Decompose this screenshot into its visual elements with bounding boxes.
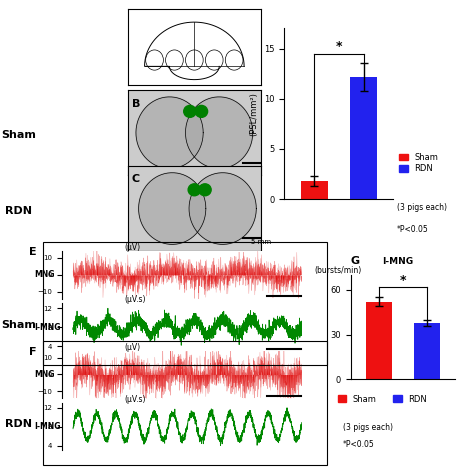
Text: E: E (29, 247, 36, 257)
Polygon shape (185, 97, 253, 169)
Polygon shape (136, 97, 203, 169)
Text: C: C (132, 174, 140, 184)
Circle shape (199, 184, 211, 196)
Text: *: * (400, 274, 406, 287)
Y-axis label: (PSL/mm²): (PSL/mm²) (250, 92, 259, 136)
Circle shape (188, 184, 201, 196)
Bar (350, 77, 377, 199)
Text: I-MNG: I-MNG (382, 257, 413, 266)
Text: RDN: RDN (6, 419, 32, 429)
Text: *: * (336, 39, 342, 53)
Text: (μV.s): (μV.s) (124, 295, 146, 304)
Bar (366, 302, 392, 379)
Text: (3 pigs each): (3 pigs each) (343, 423, 393, 432)
Text: (3 pigs each): (3 pigs each) (397, 202, 447, 211)
Bar (301, 181, 328, 199)
Legend: Sham, RDN: Sham, RDN (398, 151, 440, 175)
Text: 5 mm: 5 mm (251, 239, 271, 246)
Polygon shape (138, 173, 206, 245)
Legend: Sham, RDN: Sham, RDN (336, 393, 428, 405)
Text: I-MNG: I-MNG (34, 323, 61, 331)
Text: I-MNG: I-MNG (34, 422, 61, 431)
Text: RDN: RDN (6, 206, 32, 216)
Polygon shape (189, 173, 256, 245)
Text: F: F (29, 346, 36, 356)
Text: (μV): (μV) (124, 343, 141, 352)
Circle shape (195, 105, 208, 118)
Text: *P<0.05: *P<0.05 (343, 440, 374, 449)
Text: (μV): (μV) (124, 243, 141, 252)
Text: G: G (351, 256, 360, 266)
Bar (413, 323, 439, 379)
Circle shape (184, 105, 196, 118)
Text: Sham: Sham (1, 319, 36, 330)
Text: (bursts/min): (bursts/min) (314, 266, 362, 275)
Text: MNG: MNG (34, 370, 55, 379)
Text: (μV.s): (μV.s) (124, 395, 146, 404)
Text: *P<0.05: *P<0.05 (397, 226, 429, 235)
Text: MNG: MNG (34, 271, 55, 279)
Text: B: B (132, 99, 140, 109)
Text: Sham: Sham (1, 130, 36, 140)
